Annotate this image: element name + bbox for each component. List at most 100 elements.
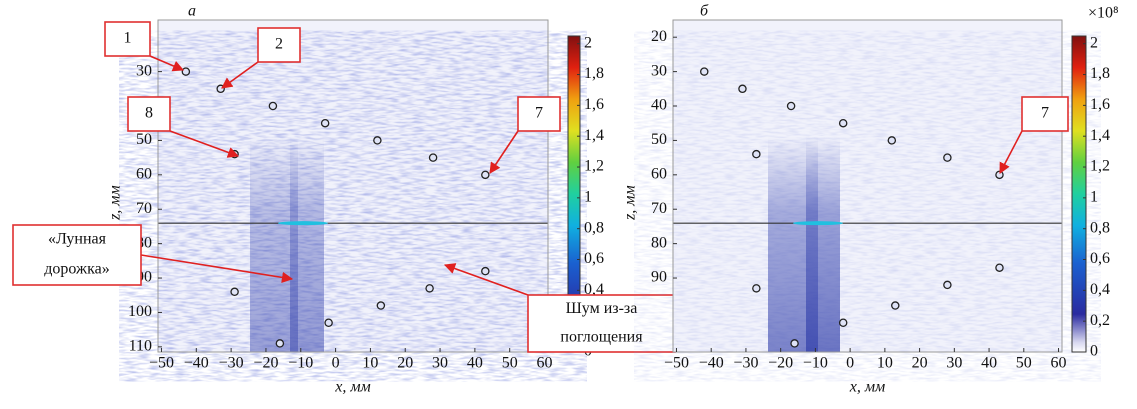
reflector [376,301,386,310]
reflector [995,263,1004,272]
colorbar-tick-label: 1,6 [584,96,604,113]
colorbar [1071,35,1087,353]
callout-arrow [443,263,529,296]
reflector [752,149,761,159]
callout-box [517,96,561,132]
colorbar-tick-label: 0,8 [1090,219,1110,236]
reflector [481,266,490,276]
x-tick-label: 20 [912,355,928,372]
x-axis-label: x, мм [334,379,371,396]
x-tick-label: −40 [699,355,724,372]
reflector [425,284,434,293]
callout-text: 7 [535,105,543,122]
colorbar-tick-label: 2 [1090,34,1098,51]
y-tick-label: 20 [651,28,667,45]
plot-frame [672,19,1063,353]
x-tick-label: −30 [219,355,244,372]
x-tick-label: 50 [1016,355,1032,372]
panel-label: б [700,3,709,20]
reflector [838,318,848,328]
x-tick-label: −30 [733,355,758,372]
callout-box [1021,96,1069,132]
callout-text: 1 [124,30,132,47]
image-noise [158,59,548,353]
plot-frame [157,19,549,353]
reflector [320,118,330,128]
reflector [752,284,761,293]
reflector [943,153,952,162]
colorbar-tick-label: 0,2 [1090,312,1110,329]
x-tick-label: 60 [1051,355,1067,372]
callout-text: 8 [145,105,153,122]
colorbar-tick-label: 1 [584,189,592,206]
reflector [891,301,900,310]
x-tick-label: 10 [877,355,893,372]
reflector [181,67,191,76]
image-band [290,136,324,352]
colorbar-tick-label: 1,2 [584,158,604,175]
colorbar-exponent: ×10⁸ [1088,5,1119,22]
colorbar-tick-label: 1 [1090,189,1098,206]
y-tick-label: 110 [129,338,152,355]
x-tick-label: 30 [432,355,448,372]
y-tick-label: 60 [136,165,152,182]
callout-arrow [149,55,185,72]
panel-label: а [188,3,196,20]
reflector [738,84,747,94]
reflector [268,101,278,111]
colorbar-tick-label: 0,6 [584,250,604,267]
x-tick-label: −40 [184,355,209,372]
reflector [786,101,796,111]
callout-box [527,294,676,353]
reflector [275,339,285,348]
reflector [838,118,848,128]
reflector [428,153,438,162]
x-tick-label: −10 [803,355,828,372]
callout-arrow [999,130,1023,174]
callout-text: поглощения [560,328,643,345]
callout-box [257,27,301,63]
callout-text: 7 [1041,105,1049,122]
callout-text: 2 [275,36,283,53]
y-tick-label: 30 [136,62,152,79]
reflector [700,67,709,76]
x-tick-label: −20 [768,355,793,372]
y-tick-label: 40 [651,97,667,114]
colorbar-tick-label: 0,6 [1090,250,1110,267]
x-tick-label: 50 [502,355,518,372]
image-noise [673,59,1062,353]
x-tick-label: 20 [397,355,413,372]
x-tick-label: −50 [664,355,689,372]
colorbar-tick-label: 0,8 [584,219,604,236]
x-tick-label: 30 [946,355,962,372]
x-tick-label: 0 [846,355,854,372]
colorbar-tick-label: 1,8 [584,65,604,82]
y-tick-label: 60 [651,165,667,182]
reflector [230,287,239,297]
y-tick-label: 70 [136,200,152,217]
callout-box [104,21,151,57]
plot-area [672,19,1063,353]
y-tick-label: 50 [651,131,667,148]
callout-text: Шум из-за [566,300,638,317]
callout-arrow [489,130,519,174]
y-tick-label: 80 [651,234,667,251]
hot-spot [793,221,843,226]
y-tick-label: 100 [128,303,152,320]
y-tick-label: 70 [651,200,667,217]
colorbar-tick-label: 1,2 [1090,158,1110,175]
colorbar-tick-label: 0 [1090,343,1098,360]
x-tick-label: −20 [253,355,278,372]
callout-arrow [169,130,240,158]
callout-text: дорожка» [44,261,109,278]
x-tick-label: 40 [467,355,483,372]
colorbar-tick-label: 0,4 [1090,281,1110,298]
colorbar-tick-label: 1,4 [1090,127,1110,144]
colorbar-tick-label: 2 [584,34,592,51]
reflector [943,280,952,290]
callout-box [12,224,142,286]
reflector [481,170,490,180]
callout-arrow [140,254,294,283]
x-tick-label: 60 [537,355,553,372]
